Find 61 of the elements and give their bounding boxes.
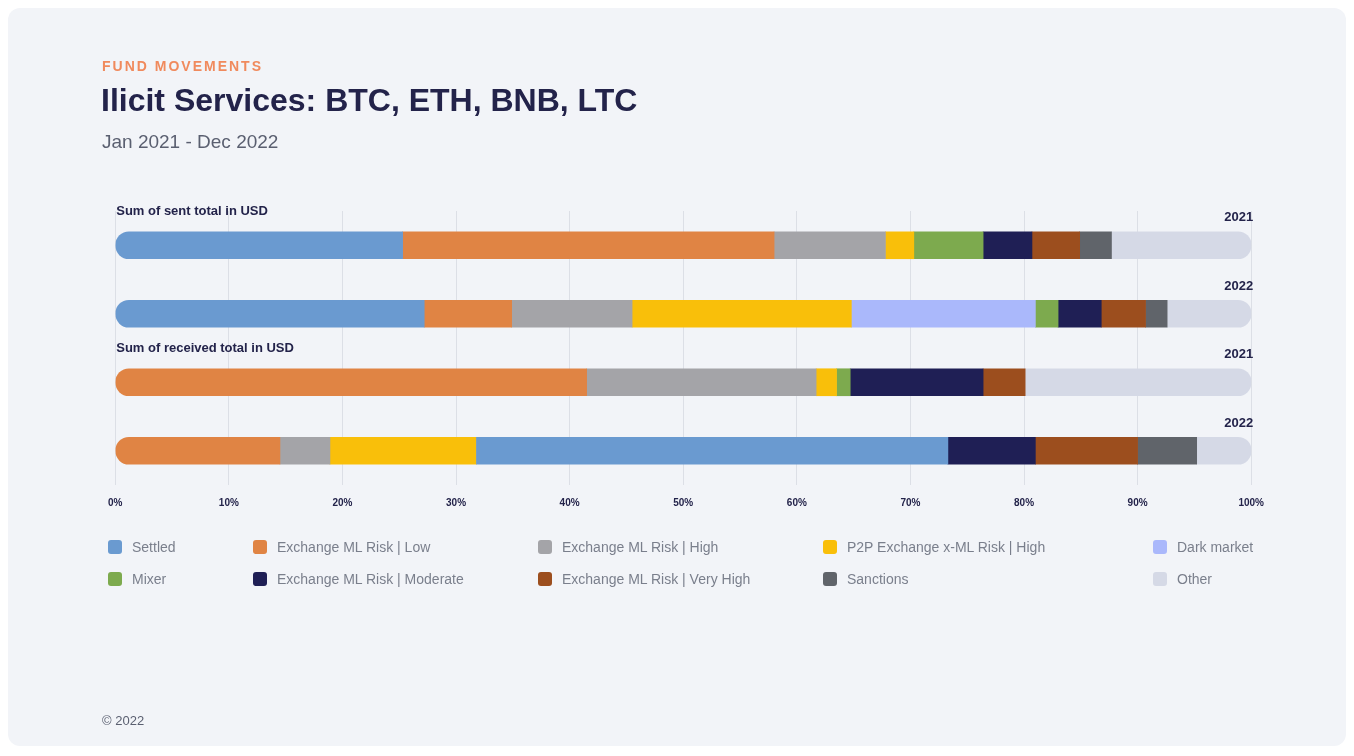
legend-label: Dark market bbox=[1177, 539, 1254, 555]
x-tick-label: 80% bbox=[1014, 496, 1035, 508]
y-tick-label: 2021 bbox=[1224, 346, 1254, 362]
text: © 2022 bbox=[102, 713, 145, 728]
bar bbox=[815, 368, 837, 397]
bar bbox=[423, 299, 513, 328]
bar bbox=[982, 231, 1033, 260]
bar bbox=[1057, 299, 1102, 328]
x-tick-label: 10% bbox=[218, 496, 239, 508]
x-tick-label: 70% bbox=[900, 496, 921, 508]
annotation: Sum of sent total in USD bbox=[116, 203, 268, 219]
legend-label: Exchange ML Risk | High bbox=[562, 539, 719, 555]
bar bbox=[631, 299, 852, 328]
bar bbox=[836, 368, 851, 397]
x-tick-label: 20% bbox=[332, 496, 353, 508]
legend-label: Exchange ML Risk | Moderate bbox=[277, 571, 464, 587]
bar bbox=[1035, 299, 1059, 328]
y-tick-label: 2022 bbox=[1224, 414, 1254, 430]
y-tick-label: 2022 bbox=[1224, 277, 1254, 293]
bar bbox=[1137, 436, 1198, 465]
bar bbox=[1100, 299, 1146, 328]
x-tick-label: 40% bbox=[559, 496, 580, 508]
bar bbox=[511, 299, 633, 328]
legend-label: Sanctions bbox=[847, 571, 909, 587]
bar bbox=[1145, 299, 1168, 328]
bar bbox=[851, 299, 1036, 328]
bar bbox=[1079, 231, 1112, 260]
bar bbox=[115, 231, 403, 260]
bar bbox=[1035, 436, 1138, 465]
bar bbox=[586, 368, 817, 397]
x-tick-label: 0% bbox=[108, 496, 123, 508]
bar bbox=[1031, 231, 1081, 260]
bar bbox=[402, 231, 775, 260]
legend-label: Exchange ML Risk | Very High bbox=[562, 571, 751, 587]
bar bbox=[982, 368, 1026, 397]
bar bbox=[115, 436, 281, 465]
x-tick-label: 60% bbox=[786, 496, 807, 508]
bar bbox=[947, 436, 1036, 465]
bar bbox=[849, 368, 984, 397]
legend-label: Exchange ML Risk | Low bbox=[277, 539, 431, 555]
bar bbox=[329, 436, 477, 465]
legend-label: P2P Exchange x-ML Risk | High bbox=[847, 539, 1046, 555]
bar bbox=[885, 231, 915, 260]
annotation: Sum of received total in USD bbox=[116, 340, 294, 356]
x-tick-label: 90% bbox=[1127, 496, 1148, 508]
legend-label: Mixer bbox=[132, 571, 167, 587]
bar bbox=[476, 436, 949, 465]
legend-label: Settled bbox=[132, 539, 176, 555]
bar bbox=[115, 299, 425, 328]
bar bbox=[279, 436, 331, 465]
legend-label: Other bbox=[1177, 571, 1213, 587]
chart-title: Ilicit Services: BTC, ETH, BNB, LTC bbox=[101, 82, 639, 119]
y-tick-label: 2021 bbox=[1224, 209, 1254, 225]
x-tick-label: 30% bbox=[446, 496, 467, 508]
bar bbox=[913, 231, 984, 260]
chart-subtitle: Jan 2021 - Dec 2022 bbox=[102, 131, 280, 153]
bar bbox=[773, 231, 886, 260]
x-tick-label: 100% bbox=[1238, 496, 1265, 508]
bar bbox=[115, 368, 587, 397]
text: FUND MOVEMENTS bbox=[102, 58, 264, 74]
x-tick-label: 50% bbox=[673, 496, 694, 508]
